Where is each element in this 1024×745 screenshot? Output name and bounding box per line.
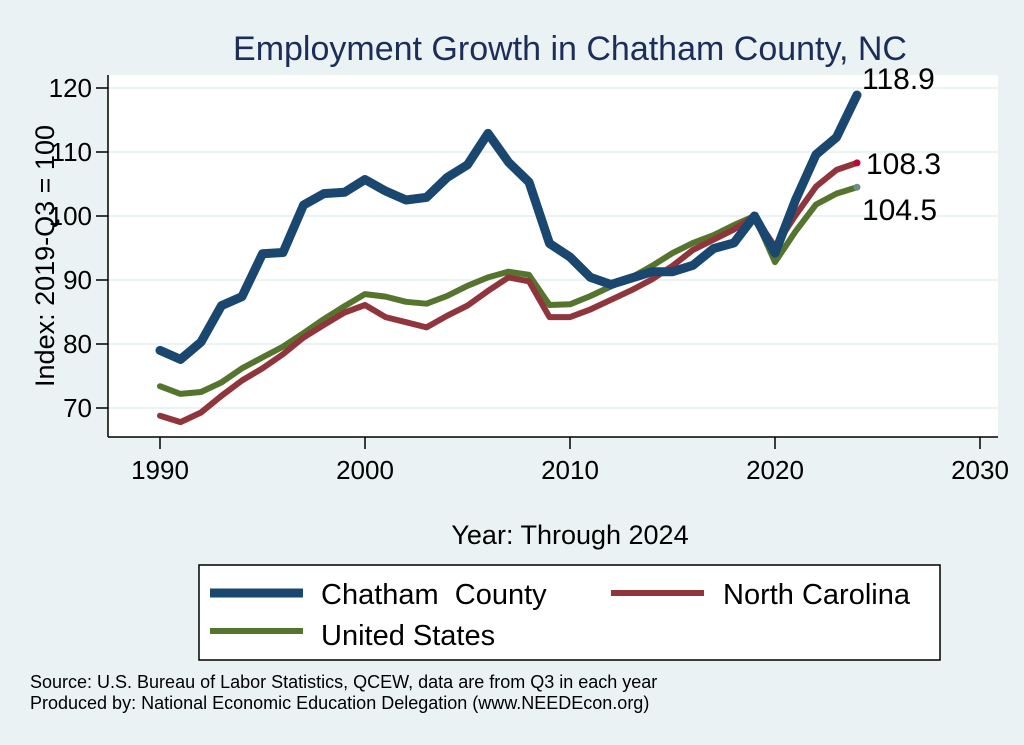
chart-title: Employment Growth in Chatham County, NC — [233, 30, 907, 68]
x-axis-title: Year: Through 2024 — [451, 520, 688, 550]
end-value-label: 104.5 — [862, 194, 937, 227]
y-tick-label: 110 — [51, 137, 92, 167]
end-value-label: 118.9 — [862, 63, 935, 96]
y-tick-label: 70 — [63, 393, 92, 423]
legend: Chatham County North Carolina United State… — [198, 564, 941, 661]
x-tick-label: 2010 — [541, 455, 599, 485]
axes: 70 80 90 100 110 120 1990 2000 2010 2020 2030 — [49, 73, 1009, 485]
producer-line: Produced by: National Economic Education… — [30, 693, 650, 713]
end-value-label: 108.3 — [866, 148, 941, 181]
grid-lines — [108, 87, 998, 409]
x-tick-label: 2020 — [746, 455, 804, 485]
source-note: Source: U.S. Bureau of Labor Statistics,… — [30, 672, 657, 714]
x-tick-label: 2000 — [336, 455, 394, 485]
end-point-united-states — [853, 183, 861, 191]
plot-area — [108, 75, 998, 437]
x-tick-label: 1990 — [131, 455, 189, 485]
series-line-chatham — [155, 90, 862, 364]
y-axis-title: Index: 2019-Q3 = 100 — [30, 125, 60, 387]
y-tick-label: 80 — [63, 329, 92, 359]
series-line-north-carolina — [157, 159, 860, 426]
legend-box — [198, 564, 941, 661]
legend-label: United States — [321, 620, 495, 652]
end-labels: 118.9 108.3 104.5 — [853, 63, 941, 227]
end-point-chatham — [853, 91, 861, 99]
y-tick-label: 100 — [49, 201, 92, 231]
series-layer — [155, 90, 862, 426]
legend-label: Chatham County — [321, 579, 547, 611]
end-point-north-carolina — [853, 159, 861, 167]
y-tick-label: 90 — [63, 265, 92, 295]
y-tick-label: 120 — [49, 73, 92, 103]
legend-label: North Carolina — [723, 579, 911, 611]
source-line: Source: U.S. Bureau of Labor Statistics,… — [30, 672, 658, 692]
x-tick-label: 2030 — [951, 455, 1009, 485]
